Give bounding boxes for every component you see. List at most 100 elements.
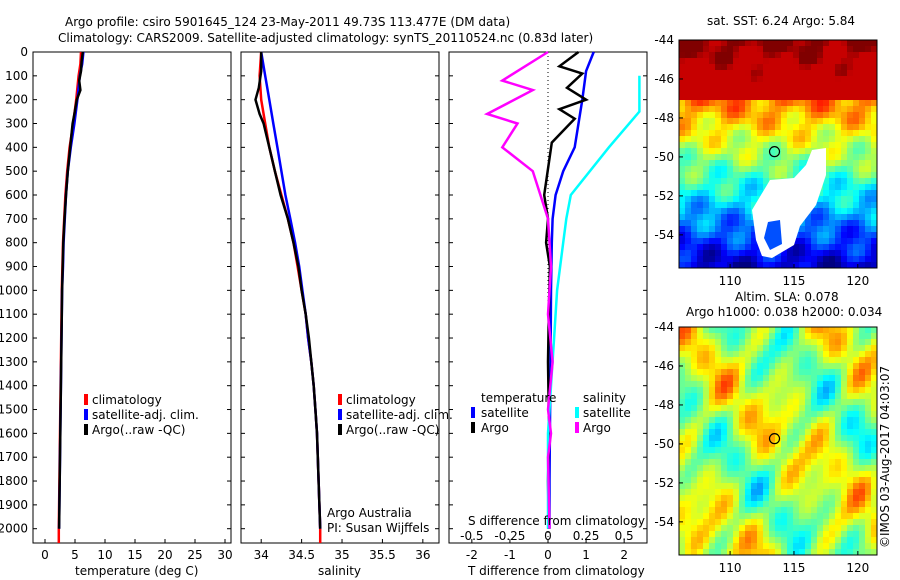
heatmap-cell: [721, 46, 728, 53]
heatmap-cell: [703, 387, 710, 394]
heatmap-cell: [841, 381, 848, 388]
heatmap-cell: [715, 172, 722, 179]
heatmap-cell: [727, 214, 734, 221]
heatmap-cell: [775, 417, 782, 424]
heatmap-cell: [709, 369, 716, 376]
heatmap-cell: [781, 327, 788, 334]
heatmap-cell: [817, 70, 824, 77]
heatmap-cell: [721, 202, 728, 209]
heatmap-cell: [745, 435, 752, 442]
heatmap-cell: [823, 52, 830, 59]
heatmap-cell: [733, 465, 740, 472]
heatmap-cell: [775, 435, 782, 442]
heatmap-cell: [829, 537, 836, 544]
heatmap-cell: [841, 172, 848, 179]
heatmap-cell: [721, 519, 728, 526]
heatmap-cell: [745, 507, 752, 514]
heatmap-cell: [859, 477, 866, 484]
heatmap-cell: [871, 357, 877, 364]
heatmap-cell: [787, 549, 794, 555]
heatmap-cell: [799, 519, 806, 526]
heatmap-cell: [817, 513, 824, 520]
heatmap-cell: [715, 531, 722, 538]
heatmap-cell: [691, 375, 698, 382]
heatmap-cell: [799, 513, 806, 520]
heatmap-cell: [721, 232, 728, 239]
heatmap-cell: [703, 477, 710, 484]
heatmap-cell: [841, 244, 848, 251]
heatmap-cell: [835, 40, 842, 47]
heatmap-cell: [865, 166, 872, 173]
heatmap-cell: [685, 549, 692, 555]
heatmap-cell: [847, 88, 854, 95]
heatmap-cell: [691, 441, 698, 448]
heatmap-cell: [769, 489, 776, 496]
heatmap-cell: [679, 124, 686, 131]
heatmap-cell: [709, 112, 716, 119]
heatmap-cell: [781, 495, 788, 502]
heatmap-cell: [859, 76, 866, 83]
heatmap-cell: [751, 106, 758, 113]
heatmap-cell: [769, 100, 776, 107]
heatmap-cell: [757, 178, 764, 185]
heatmap-cell: [865, 375, 872, 382]
heatmap-cell: [781, 393, 788, 400]
heatmap-cell: [853, 435, 860, 442]
heatmap-cell: [745, 148, 752, 155]
heatmap-cell: [691, 226, 698, 233]
heatmap-cell: [715, 345, 722, 352]
heatmap-cell: [709, 118, 716, 125]
heatmap-cell: [811, 262, 818, 268]
heatmap-cell: [739, 178, 746, 185]
heatmap-cell: [781, 112, 788, 119]
series-line-salinity-argo: [483, 50, 554, 529]
heatmap-cell: [805, 411, 812, 418]
heatmap-cell: [787, 327, 794, 334]
heatmap-cell: [847, 184, 854, 191]
heatmap-cell: [781, 507, 788, 514]
heatmap-cell: [739, 166, 746, 173]
heatmap-cell: [685, 226, 692, 233]
heatmap-cell: [847, 423, 854, 430]
heatmap-cell: [853, 477, 860, 484]
x-tick-label: 2: [620, 548, 628, 562]
heatmap-cell: [823, 94, 830, 101]
heatmap-cell: [679, 46, 686, 53]
heatmap-cell: [805, 94, 812, 101]
heatmap-cell: [715, 262, 722, 268]
heatmap-cell: [733, 184, 740, 191]
heatmap-cell: [781, 76, 788, 83]
heatmap-cell: [763, 262, 770, 268]
heatmap-cell: [727, 483, 734, 490]
heatmap-cell: [691, 202, 698, 209]
heatmap-cell: [697, 483, 704, 490]
heatmap-cell: [733, 393, 740, 400]
heatmap-cell: [853, 220, 860, 227]
heatmap-cell: [865, 262, 872, 268]
sla-map-frame: [678, 326, 878, 556]
heatmap-cell: [697, 142, 704, 149]
heatmap-cell: [685, 327, 692, 334]
heatmap-cell: [727, 417, 734, 424]
heatmap-cell: [691, 345, 698, 352]
heatmap-cell: [781, 58, 788, 65]
heatmap-cell: [865, 459, 872, 466]
heatmap-cell: [739, 387, 746, 394]
heatmap-cell: [745, 202, 752, 209]
heatmap-cell: [859, 465, 866, 472]
heatmap-cell: [721, 112, 728, 119]
heatmap-cell: [727, 40, 734, 47]
heatmap-cell: [847, 256, 854, 263]
heatmap-cell: [805, 465, 812, 472]
heatmap-cell: [763, 154, 770, 161]
heatmap-cell: [691, 238, 698, 245]
heatmap-cell: [841, 525, 848, 532]
legend-swatch-argo: [84, 424, 88, 435]
heatmap-cell: [745, 106, 752, 113]
heatmap-cell: [859, 351, 866, 358]
heatmap-cell: [739, 525, 746, 532]
heatmap-cell: [697, 531, 704, 538]
heatmap-cell: [805, 106, 812, 113]
heatmap-cell: [679, 489, 686, 496]
heatmap-cell: [823, 214, 830, 221]
